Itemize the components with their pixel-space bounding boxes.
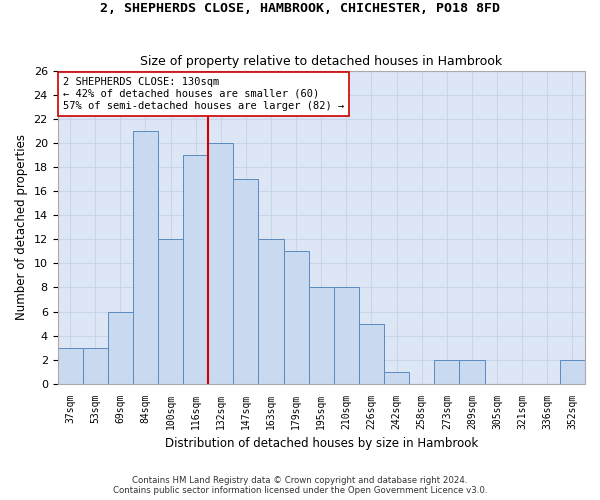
Bar <box>83 348 108 384</box>
Bar <box>284 252 309 384</box>
Bar <box>233 180 259 384</box>
Bar <box>334 288 359 384</box>
Bar <box>359 324 384 384</box>
Text: 2 SHEPHERDS CLOSE: 130sqm
← 42% of detached houses are smaller (60)
57% of semi-: 2 SHEPHERDS CLOSE: 130sqm ← 42% of detac… <box>63 78 344 110</box>
Y-axis label: Number of detached properties: Number of detached properties <box>15 134 28 320</box>
Bar <box>133 131 158 384</box>
Bar <box>259 240 284 384</box>
Bar <box>309 288 334 384</box>
Text: Contains HM Land Registry data © Crown copyright and database right 2024.
Contai: Contains HM Land Registry data © Crown c… <box>113 476 487 495</box>
Bar <box>560 360 585 384</box>
Bar <box>384 372 409 384</box>
Text: 2, SHEPHERDS CLOSE, HAMBROOK, CHICHESTER, PO18 8FD: 2, SHEPHERDS CLOSE, HAMBROOK, CHICHESTER… <box>100 2 500 16</box>
X-axis label: Distribution of detached houses by size in Hambrook: Distribution of detached houses by size … <box>164 437 478 450</box>
Title: Size of property relative to detached houses in Hambrook: Size of property relative to detached ho… <box>140 56 502 68</box>
Bar <box>58 348 83 384</box>
Bar <box>158 240 183 384</box>
Bar <box>434 360 460 384</box>
Bar <box>208 143 233 384</box>
Bar <box>183 155 208 384</box>
Bar <box>108 312 133 384</box>
Bar <box>460 360 485 384</box>
